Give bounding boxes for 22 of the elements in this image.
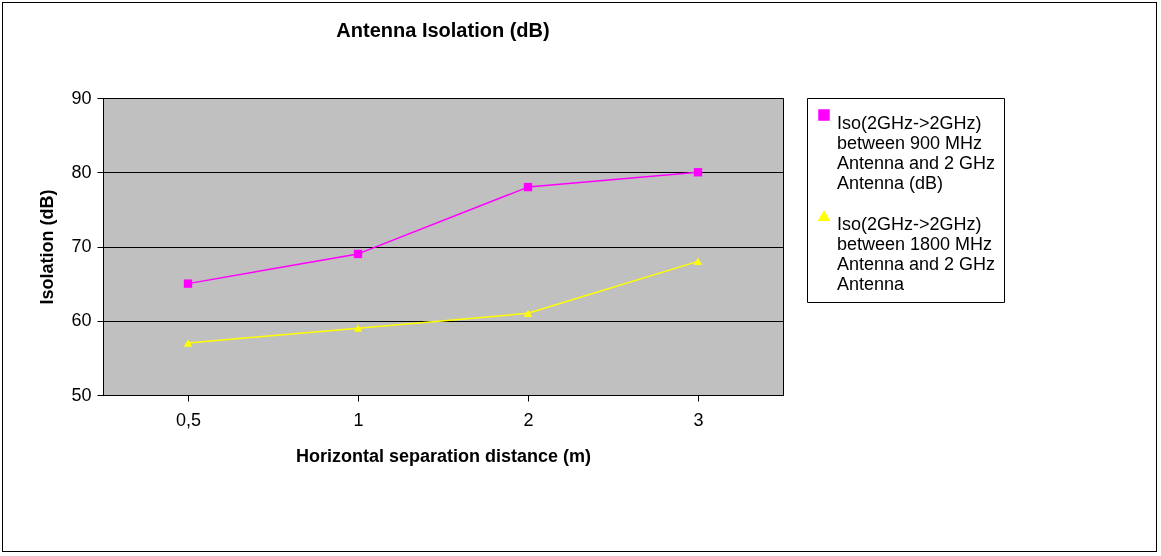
y-axis-title: Isolation (dB) (37, 189, 58, 305)
y-tick-label: 90 (71, 87, 92, 108)
point (183, 279, 193, 288)
y-tick-label: 50 (71, 384, 92, 405)
point (183, 339, 193, 347)
legend-label: Iso(2GHz->2GHz) between 1800 MHz Antenna and 2 GHz Antenna (837, 214, 996, 294)
x-tick-label: 3 (693, 409, 704, 430)
legend-label: Iso(2GHz->2GHz) between 900 MHz Antenna and 2 GHz Antenna (dB) (837, 113, 996, 193)
y-tick-label: 70 (71, 236, 92, 256)
point (523, 309, 533, 317)
y-tick-label: 60 (71, 310, 92, 331)
point (693, 257, 703, 265)
x-axis-title: Horizontal separation distance (m) (295, 445, 592, 466)
point (353, 249, 363, 259)
x-tick-label: 0,5 (175, 409, 202, 430)
x-tick-label: 1 (353, 409, 364, 430)
chart-title: Antenna Isolation (dB) (336, 19, 550, 41)
point (693, 168, 703, 177)
point (353, 324, 363, 332)
y-tick-label: 80 (71, 161, 92, 182)
point (523, 182, 533, 192)
x-tick-label: 2 (523, 409, 534, 430)
